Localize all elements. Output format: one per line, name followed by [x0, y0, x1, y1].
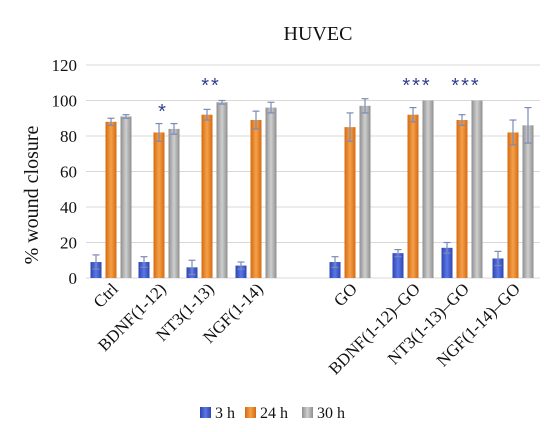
y-axis-label: % wound closure [21, 125, 43, 264]
bar-30h-7 [522, 125, 534, 278]
legend-label: 3 h [215, 405, 235, 422]
chart-title: HUVEC [284, 23, 353, 45]
y-tick-label: 100 [52, 92, 78, 111]
bar-30h-4 [359, 105, 371, 278]
y-tick-label: 120 [52, 56, 78, 75]
y-tick-label: 40 [60, 198, 77, 217]
legend-swatch [245, 407, 256, 418]
bar-24h-3 [250, 120, 262, 279]
bar-24h-2 [201, 114, 213, 278]
bars [90, 100, 534, 279]
bar-3h-1 [138, 262, 150, 278]
y-tick-label: 20 [60, 234, 77, 253]
legend: 3 h 24 h 30 h [200, 405, 345, 422]
bar-3h-3 [235, 265, 247, 278]
error-bars [92, 98, 532, 276]
bar-3h-7 [492, 258, 504, 278]
bar-30h-6 [471, 100, 483, 278]
bar-30h-3 [265, 107, 277, 278]
bar-30h-2 [216, 102, 228, 279]
significance-label: *** [402, 75, 431, 97]
y-tick-label: 60 [60, 163, 77, 182]
bar-24h-7 [507, 132, 519, 278]
y-tick-label: 0 [69, 269, 78, 288]
bar-24h-5 [407, 114, 419, 278]
bar-3h-4 [329, 262, 341, 278]
legend-label: 30 h [317, 405, 345, 422]
bar-24h-4 [344, 127, 356, 278]
bar-24h-1 [153, 132, 165, 278]
legend-label: 24 h [260, 405, 288, 422]
bar-24h-6 [456, 120, 468, 279]
significance-label: * [158, 101, 168, 123]
significance-label: ** [201, 75, 221, 97]
category-label: GO [330, 279, 361, 310]
legend-swatch [200, 407, 211, 418]
bar-24h-0 [105, 121, 117, 278]
category-label: Ctrl [90, 279, 122, 311]
bar-3h-5 [392, 253, 404, 278]
legend-swatch [302, 407, 313, 418]
bar-30h-5 [422, 100, 434, 278]
bar-3h-0 [90, 262, 102, 278]
y-tick-labels: 0 20 40 60 80 100 120 [52, 56, 78, 288]
bar-3h-6 [441, 247, 453, 278]
significance-label: *** [451, 75, 480, 97]
y-tick-label: 80 [60, 127, 77, 146]
significance-labels: *** *** *** [158, 75, 480, 123]
bar-30h-0 [120, 116, 132, 278]
bar-30h-1 [168, 128, 180, 278]
